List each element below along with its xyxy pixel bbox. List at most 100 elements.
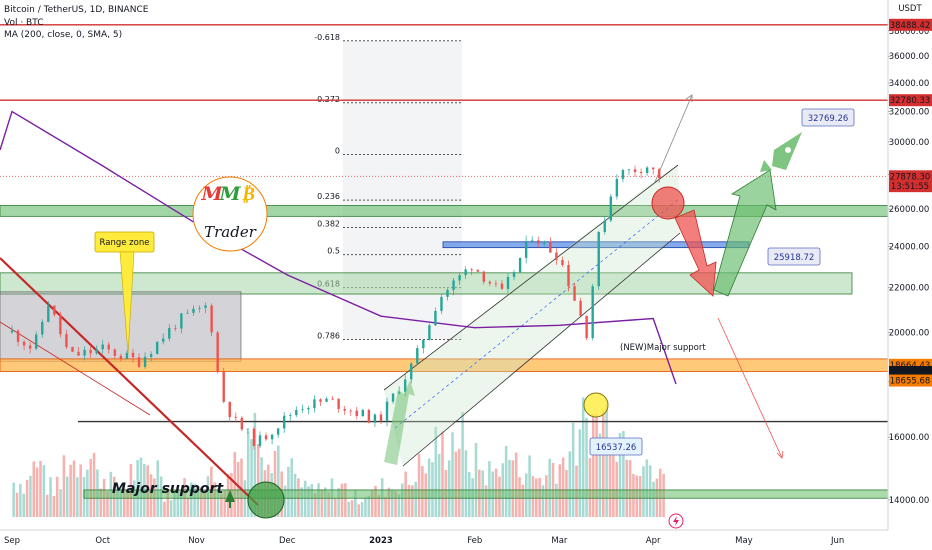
candle-body: [307, 408, 310, 410]
fib-level-label: 0.382: [317, 220, 340, 229]
candle-body: [343, 408, 346, 411]
volume-bar: [618, 433, 622, 517]
candle-body: [240, 417, 244, 430]
volume-bar: [92, 452, 96, 517]
volume-bar: [360, 502, 364, 517]
legend-title: Bitcoin / TetherUS, 1D, BINANCE: [4, 5, 149, 15]
candle-body: [186, 312, 189, 314]
candle-body: [10, 330, 14, 333]
candle-body: [119, 355, 123, 359]
volume-bar: [454, 451, 458, 517]
volume-bars: [12, 397, 665, 517]
y-tick-label: 22000.00: [889, 284, 930, 294]
volume-bar: [652, 481, 655, 517]
y-tick-label: 24000.00: [889, 243, 930, 253]
volume-bar: [15, 492, 19, 517]
fibonacci-zone: [343, 40, 462, 340]
volume-bar: [89, 458, 93, 517]
volume-bar: [323, 487, 327, 517]
candle-body: [53, 305, 56, 315]
chart-labels: Range zone Major support (NEW)Major suppor…: [94, 108, 855, 497]
volume-bar: [116, 488, 119, 517]
candle-body: [488, 281, 492, 284]
candle-body: [591, 286, 594, 339]
price-tag-label: 27878.30: [890, 172, 931, 182]
x-tick-label: Oct: [95, 536, 110, 546]
volume-bar: [79, 464, 82, 517]
volume-bar: [233, 451, 237, 517]
callout-25918-label: 25918.72: [774, 253, 815, 263]
candle-body: [149, 354, 153, 357]
candle-body: [143, 356, 147, 367]
bear-projection-arrowhead: [776, 450, 784, 459]
volume-bar: [615, 461, 618, 517]
volume-bar: [411, 485, 414, 517]
candle-body: [385, 401, 389, 421]
volume-bar: [394, 491, 397, 517]
candle-body: [47, 305, 50, 322]
candle-body: [355, 410, 358, 416]
volume-bar: [441, 431, 444, 517]
fib-level-label: 0.5: [327, 247, 340, 256]
candle-body: [621, 170, 625, 179]
volume-bar: [307, 486, 310, 517]
volume-bar: [59, 489, 62, 517]
price-tag: [889, 170, 932, 183]
volume-bar: [45, 494, 49, 517]
candle-body: [228, 401, 231, 418]
chart-legend: Bitcoin / TetherUS, 1D, BINANCE Vol · BT…: [4, 4, 148, 42]
volume-bar: [488, 461, 491, 517]
volume-bar: [136, 460, 139, 517]
volume-bar: [337, 488, 340, 517]
bottom-support-circle: [583, 392, 609, 418]
volume-bar: [66, 476, 69, 517]
candle-body: [543, 241, 546, 244]
candle-body: [585, 315, 588, 339]
volume-bar: [250, 439, 253, 517]
volume-bar: [220, 494, 223, 517]
volume-bar: [163, 501, 166, 517]
volume-bar: [32, 461, 36, 517]
volume-bar: [588, 458, 592, 517]
candle-body: [482, 271, 486, 282]
x-tick-label: Apr: [646, 536, 661, 546]
candle-body: [603, 220, 606, 233]
y-tick-label: 32000.00: [889, 108, 930, 118]
candle-body: [476, 269, 479, 272]
volume-bar: [457, 448, 461, 517]
candle-body: [301, 409, 304, 411]
y-tick-label: 20000.00: [889, 328, 930, 338]
callout-16537: [589, 437, 643, 456]
volume-bar: [62, 455, 66, 517]
candle-body: [391, 393, 395, 402]
candle-body: [234, 417, 238, 418]
volume-bar: [189, 482, 193, 517]
rocket-window: [785, 147, 791, 153]
candle-body: [137, 357, 141, 367]
candle-body: [276, 428, 280, 435]
volume-bar: [310, 484, 314, 517]
price-axis-panel: [888, 0, 932, 550]
fib-level-label: -0.618: [314, 33, 340, 42]
candle-body: [198, 307, 201, 309]
brand-letter: M: [200, 183, 223, 205]
candle-body: [458, 275, 461, 281]
candle-body: [180, 313, 183, 329]
candle-body: [367, 409, 371, 423]
range-zone-pointer: [119, 251, 135, 355]
y-tick-label: 26000.00: [889, 205, 930, 215]
volume-bar: [256, 443, 260, 517]
volume-bar: [347, 501, 350, 517]
ma-200-line: [0, 110, 677, 385]
volume-bar: [55, 476, 59, 517]
candle-body: [416, 348, 419, 364]
volume-bar: [571, 422, 575, 517]
volume-bar: [19, 483, 22, 517]
volume-bar: [427, 458, 431, 517]
volume-bar: [42, 465, 46, 517]
volume-bar: [22, 493, 26, 517]
volume-bar: [612, 447, 615, 517]
